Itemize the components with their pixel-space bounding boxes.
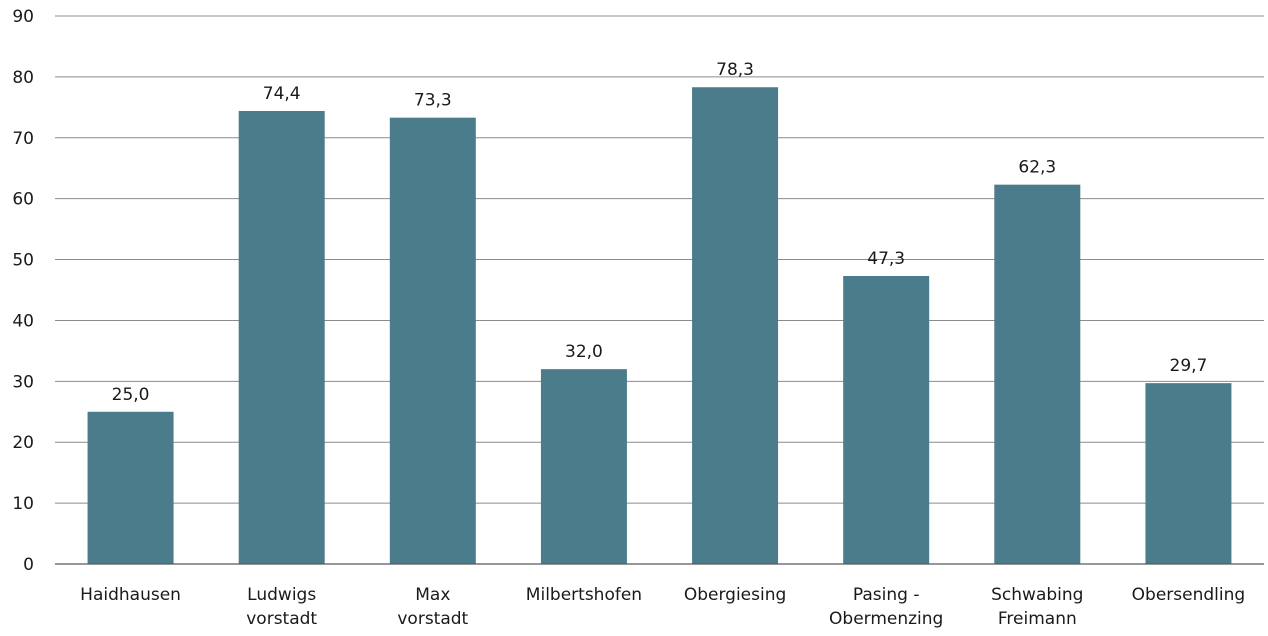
y-tick-label: 30 xyxy=(12,372,34,392)
data-label: 62,3 xyxy=(1018,158,1056,178)
y-tick-label: 20 xyxy=(12,433,34,453)
y-tick-label: 40 xyxy=(12,311,34,331)
data-label: 47,3 xyxy=(867,249,905,269)
x-category-label: Ludwigs vorstadt xyxy=(246,585,317,629)
bar xyxy=(843,275,930,564)
y-tick-label: 80 xyxy=(12,68,34,88)
x-category-label: Haidhausen xyxy=(80,585,181,605)
x-axis-categories: Haidhausen Ludwigs vorstadt Max vorstadt Milb… xyxy=(80,585,1245,629)
x-category-label: Milbertshofen xyxy=(526,585,642,605)
y-tick-label: 90 xyxy=(12,7,34,27)
bar xyxy=(389,117,476,564)
x-category-label: Obergiesing xyxy=(684,585,786,605)
x-category-label: Schwabing Freimann xyxy=(991,585,1083,629)
y-tick-label: 70 xyxy=(12,129,34,149)
bar xyxy=(692,87,779,565)
data-label: 29,7 xyxy=(1170,356,1208,376)
gridlines xyxy=(55,15,1264,504)
y-tick-label: 60 xyxy=(12,190,34,210)
data-labels: 25,0 74,4 73,3 32,0 78,3 47,3 62,3 29,7 xyxy=(112,60,1208,405)
data-label: 78,3 xyxy=(716,60,754,80)
y-tick-label: 50 xyxy=(12,251,34,271)
x-category-label: Pasing -Obermenzing xyxy=(829,585,943,629)
bar xyxy=(87,411,174,564)
data-label: 25,0 xyxy=(112,385,150,405)
y-axis-ticks: 0 10 20 30 40 50 60 70 80 90 xyxy=(12,7,34,575)
bar xyxy=(994,184,1081,564)
bar xyxy=(238,110,325,564)
y-tick-label: 10 xyxy=(12,494,34,514)
x-category-label: Obersendling xyxy=(1132,585,1246,605)
data-label: 32,0 xyxy=(565,342,603,362)
bar xyxy=(1145,383,1232,564)
data-label: 73,3 xyxy=(414,91,452,111)
y-tick-label: 0 xyxy=(23,555,34,575)
bar xyxy=(540,369,627,564)
data-label: 74,4 xyxy=(263,84,301,104)
x-category-label: Max vorstadt xyxy=(397,585,468,629)
bars xyxy=(87,87,1232,565)
